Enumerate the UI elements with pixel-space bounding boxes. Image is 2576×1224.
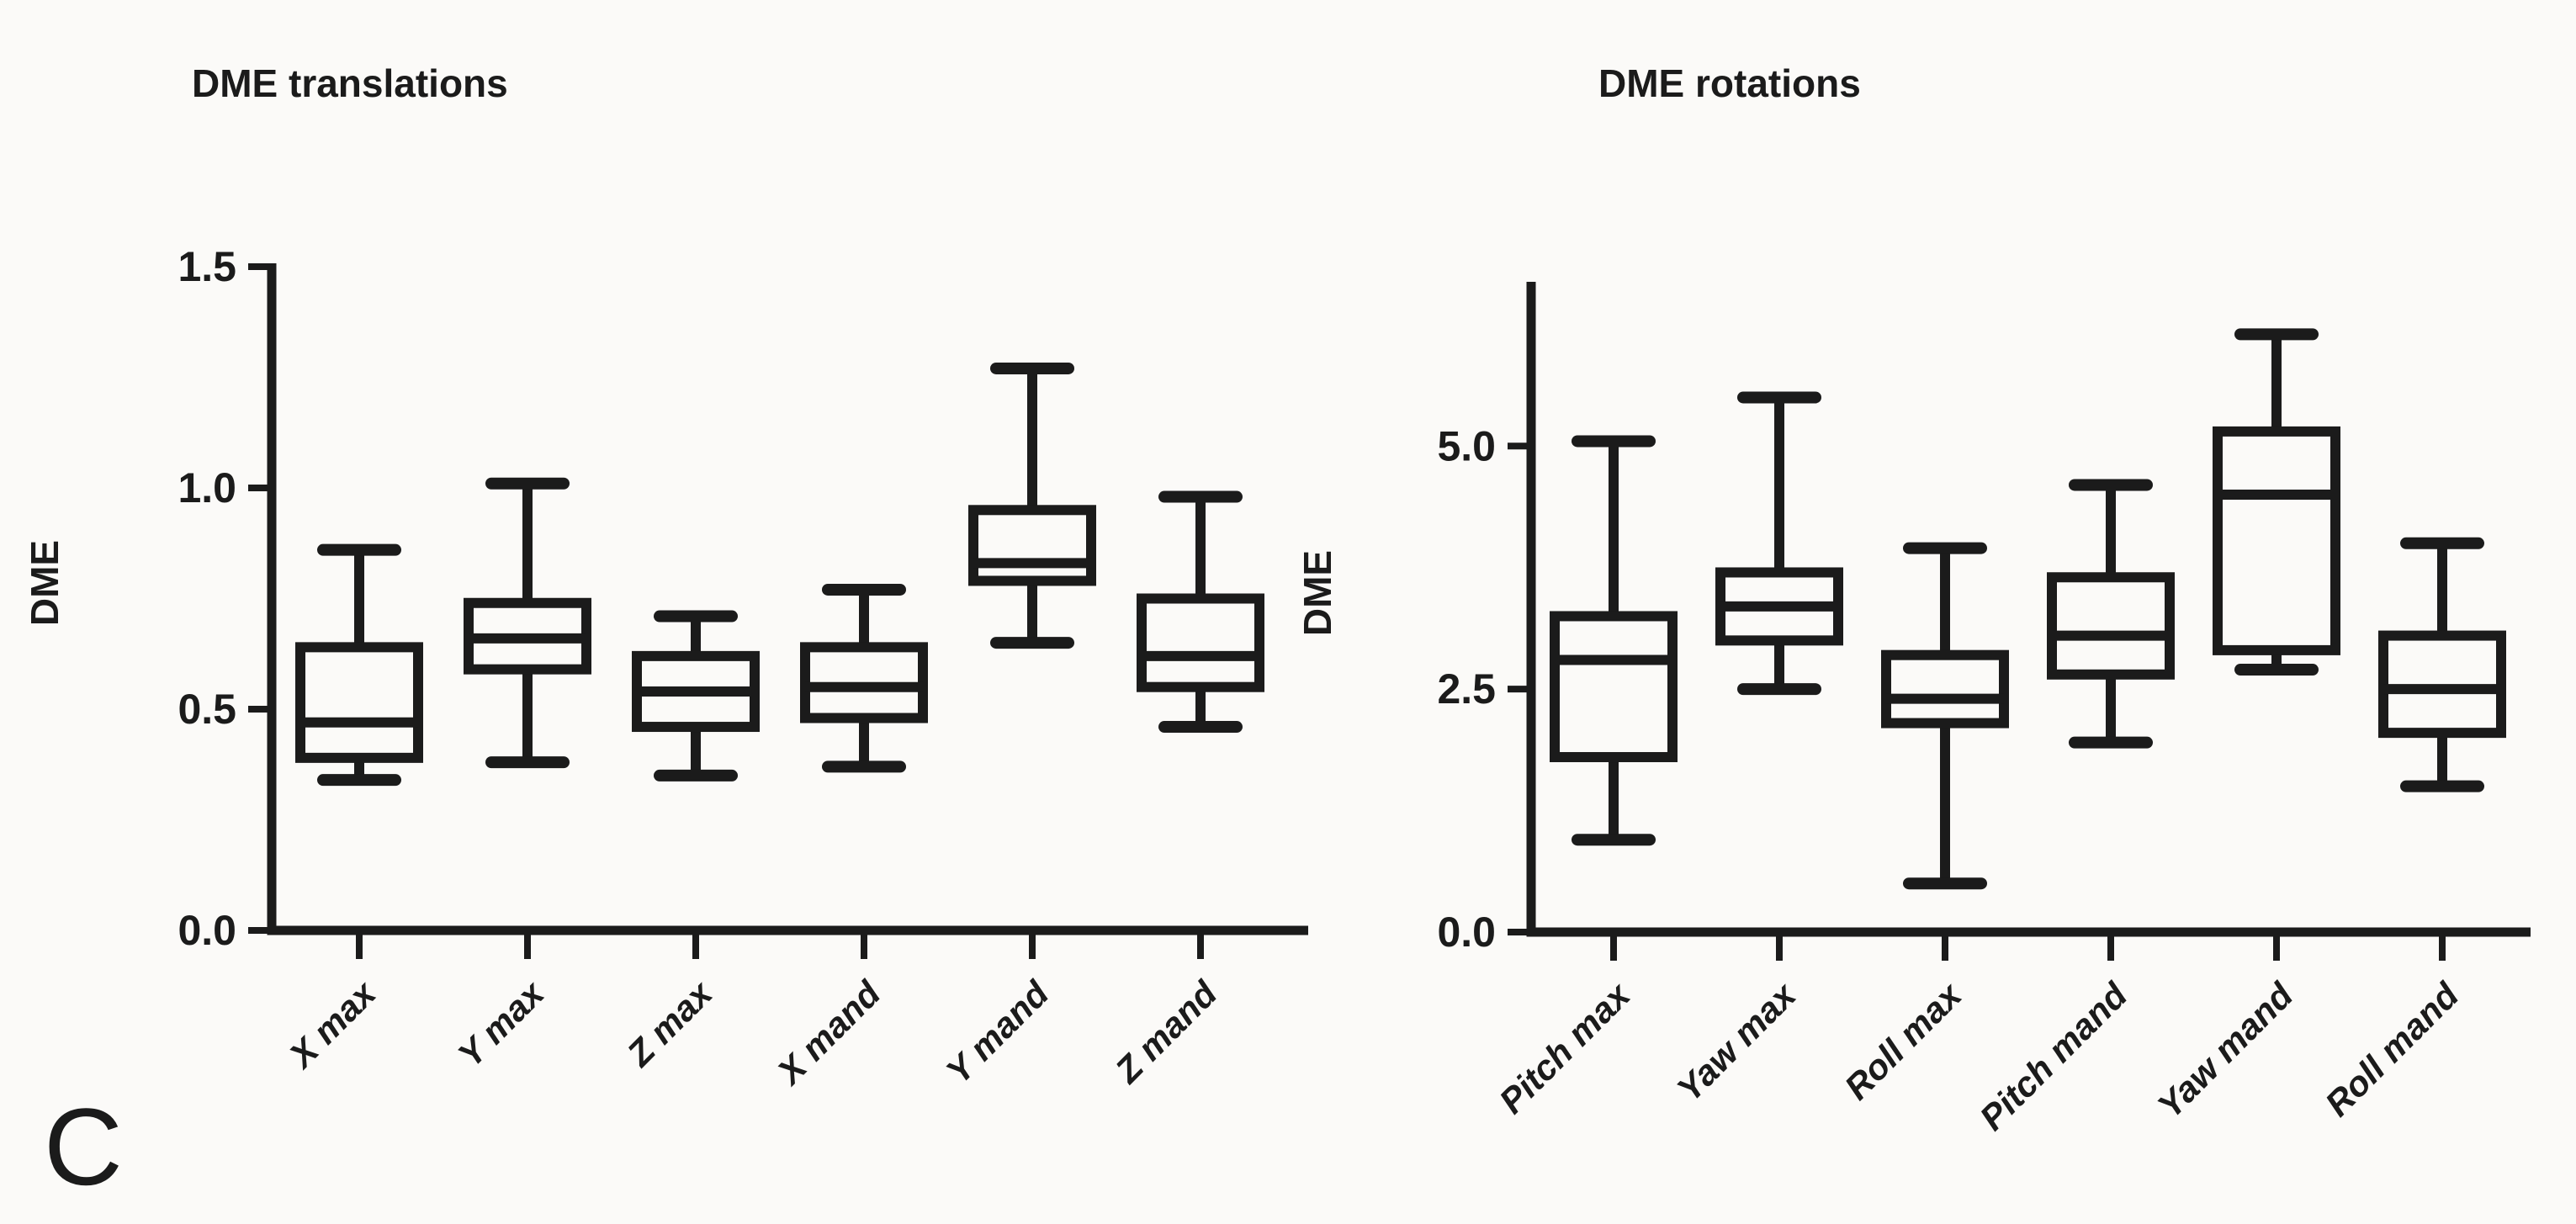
- iqr-box: [1137, 593, 1264, 692]
- x-category-label-z-max: Z max: [619, 972, 721, 1074]
- box-plot-x-max: [295, 543, 423, 787]
- x-category-label-y-mand: Y mand: [938, 972, 1057, 1091]
- box-plot-x-mand: [800, 583, 928, 773]
- iqr-box: [968, 505, 1096, 586]
- x-category-label-pitch-max: Pitch max: [1492, 974, 1639, 1121]
- box-plot-roll-mand: [2378, 537, 2506, 792]
- box-plot-roll-max: [1881, 542, 2009, 890]
- box-plot-y-max: [464, 477, 591, 769]
- x-category-label-x-max: X max: [280, 972, 384, 1076]
- box-plot-y-mand: [968, 362, 1096, 649]
- iqr-box: [1881, 649, 2009, 729]
- chart-translations: 0.0 0.5 1.0 1.5 X max Y max Z max X mand Y mand Z…: [178, 243, 1308, 1093]
- iqr-box: [2213, 426, 2340, 655]
- y-tick-label: 1.0: [178, 464, 236, 511]
- x-category-label-yaw-max: Yaw max: [1669, 974, 1804, 1109]
- y-tick-label: 5.0: [1437, 422, 1496, 469]
- chart-title-translations: DME translations: [192, 61, 508, 105]
- y-tick-label: 2.5: [1437, 665, 1496, 713]
- iqr-box: [1550, 611, 1678, 763]
- x-category-label-x-mand: X mand: [768, 972, 888, 1093]
- figure-panel-letter: C: [44, 1085, 123, 1208]
- box-plot-yaw-max: [1715, 391, 1843, 696]
- y-tick-label: 1.5: [178, 243, 236, 290]
- y-tick-label: 0.0: [1437, 909, 1496, 956]
- box-plot-pitch-max: [1550, 435, 1678, 846]
- x-category-label-roll-max: Roll max: [1837, 974, 1969, 1107]
- y-tick-label: 0.0: [178, 907, 236, 954]
- box-plot-yaw-mand: [2213, 328, 2340, 676]
- x-category-label-yaw-mand: Yaw mand: [2149, 974, 2301, 1126]
- chart-rotations: 0.0 2.5 5.0 Pitch max Yaw max Roll max Pitch m…: [1437, 282, 2531, 1137]
- x-category-label-pitch-mand: Pitch mand: [1972, 974, 2135, 1137]
- x-category-label-z-mand: Z mand: [1107, 972, 1225, 1090]
- chart-title-rotations: DME rotations: [1598, 61, 1861, 105]
- x-category-label-y-max: Y max: [450, 972, 552, 1074]
- y-tick-label: 0.5: [178, 686, 236, 733]
- iqr-box: [2047, 572, 2175, 680]
- x-category-label-roll-mand: Roll mand: [2318, 974, 2467, 1124]
- box-plot-z-mand: [1137, 490, 1264, 734]
- box-plot-z-max: [632, 610, 760, 782]
- box-plot-pitch-mand: [2047, 479, 2175, 749]
- iqr-box: [295, 642, 423, 763]
